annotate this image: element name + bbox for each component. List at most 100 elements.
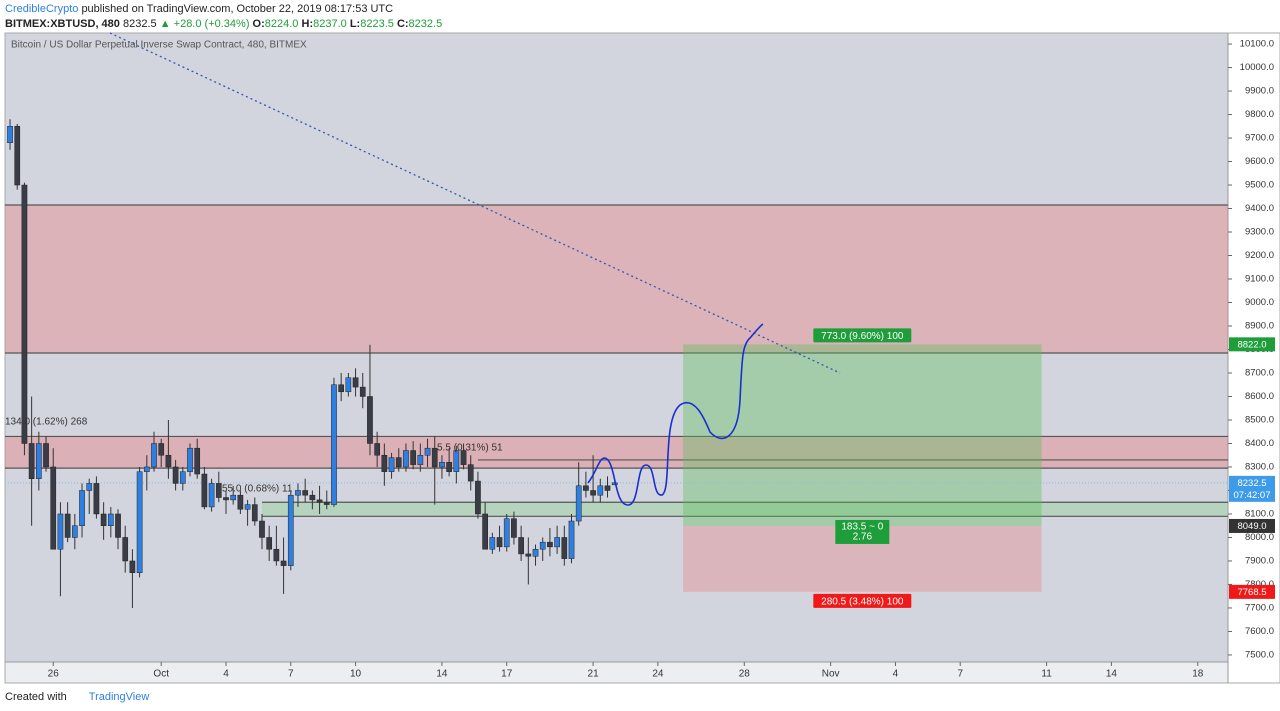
y-tick-label: 7800.0 — [1245, 579, 1274, 590]
center-label: 183.5 ~ 0 — [841, 522, 883, 533]
candle-body — [7, 126, 13, 143]
ohlc-key: C: — [396, 18, 409, 30]
price-tag-label: 8049.0 — [1237, 521, 1266, 532]
candle-body — [93, 483, 100, 515]
price-tag-sub: 07:42:07 — [1234, 490, 1271, 501]
y-tick-label: 9900.0 — [1245, 86, 1274, 97]
target-label: 773.0 (9.60%) 100 — [821, 331, 904, 342]
candle-body — [86, 483, 93, 491]
plot-background — [5, 33, 1228, 662]
candle-body — [403, 450, 409, 468]
candle-body — [467, 464, 474, 482]
candle-body — [331, 384, 337, 505]
y-tick-label: 9400.0 — [1245, 203, 1274, 214]
candle-body — [165, 454, 172, 468]
y-tick-label: 8900.0 — [1245, 321, 1274, 332]
candle-body — [21, 184, 28, 444]
y-tick-label: 9800.0 — [1245, 109, 1274, 120]
zone — [5, 204, 1228, 354]
candle-body — [244, 504, 251, 510]
candle-body — [136, 471, 143, 573]
candle-body — [410, 450, 416, 465]
candle-body — [338, 384, 345, 393]
stop-label: 280.5 (3.48%) 100 — [821, 597, 904, 608]
x-tick-label: Nov — [822, 669, 840, 680]
candle-body — [475, 480, 481, 515]
candle-body — [482, 513, 488, 550]
y-tick-label: 8000.0 — [1245, 532, 1274, 543]
candle-body — [266, 537, 273, 550]
candle-body — [273, 548, 280, 562]
ohlc-value: 8232.5 — [408, 18, 443, 30]
publish-line: CredibleCrypto published on TradingView.… — [5, 2, 442, 17]
change: ▲ +28.0 (+0.34%) — [159, 18, 250, 30]
candle-body — [439, 462, 445, 468]
legend-line: BITMEX:XBTUSD, 480 8232.5 ▲ +28.0 (+0.34… — [5, 17, 442, 32]
last: 8232.5 — [122, 18, 157, 30]
candle-body — [367, 396, 373, 444]
candle-body — [604, 485, 611, 491]
projection-drawing — [587, 323, 764, 506]
y-tick-label: 8400.0 — [1245, 438, 1274, 449]
price-tag — [1229, 475, 1275, 502]
candle-body — [345, 377, 352, 393]
candle-body — [223, 497, 229, 501]
candle-body — [43, 443, 49, 468]
candle-body — [568, 520, 575, 559]
x-tick-label: 26 — [48, 669, 60, 680]
candle-body — [518, 537, 524, 555]
candle-body — [151, 443, 157, 468]
candle-body — [287, 494, 294, 566]
author[interactable]: CredibleCrypto — [5, 3, 79, 15]
candle-body — [575, 485, 582, 522]
candle-body — [259, 520, 265, 538]
x-tick-label: 14 — [436, 669, 448, 680]
price-tag-label: 8232.5 — [1237, 478, 1266, 489]
candle-body — [100, 513, 107, 526]
candle-body — [179, 471, 186, 484]
candle-body — [539, 541, 546, 550]
candle-body — [107, 513, 114, 526]
x-tick-label: 10 — [350, 669, 362, 680]
candle-body — [453, 450, 460, 472]
candle-body — [359, 386, 366, 397]
y-tick-label: 7500.0 — [1245, 649, 1274, 660]
candle-body — [122, 537, 129, 562]
candle-body — [583, 485, 589, 491]
measure-label: 55.0 (0.68%) 11 — [222, 484, 293, 495]
chart-title: Bitcoin / US Dollar Perpetual Inverse Sw… — [11, 40, 307, 51]
candle-body — [597, 485, 604, 496]
x-tick-label: 4 — [223, 669, 229, 680]
header: CredibleCrypto published on TradingView.… — [5, 2, 442, 32]
measure-label: 134.0 (1.62%) 268 — [5, 417, 88, 428]
candle-body — [302, 490, 309, 496]
candle-body — [388, 457, 395, 472]
x-tick-label: 7 — [288, 669, 294, 680]
candle-body — [280, 560, 287, 566]
candle-body — [323, 501, 330, 505]
candle-body — [511, 518, 517, 538]
candle-body — [424, 447, 431, 456]
zone — [5, 436, 1228, 469]
candle-body — [352, 377, 359, 388]
ohlc-value: 8224.0 — [264, 18, 299, 30]
y-tick-label: 8100.0 — [1245, 508, 1274, 519]
candle-body — [547, 541, 553, 548]
footer-text: Created with — [5, 691, 67, 703]
candle-body — [503, 518, 510, 548]
candle-body — [525, 553, 532, 557]
ohlc-key: O: — [252, 18, 265, 30]
candle-body — [158, 443, 165, 456]
center-label-box — [835, 519, 890, 544]
candle-body — [35, 443, 42, 479]
brand[interactable]: TradingView — [88, 691, 150, 703]
ohlc-value: 8223.5 — [360, 18, 394, 30]
candle-body — [395, 457, 402, 468]
candle-body — [446, 462, 452, 472]
y-tick-label: 8700.0 — [1245, 368, 1274, 379]
ohlc-key: H: — [301, 18, 314, 30]
candle-body — [316, 499, 323, 503]
symbol: BITMEX:XBTUSD, 480 — [5, 18, 120, 30]
candle-body — [309, 494, 316, 501]
